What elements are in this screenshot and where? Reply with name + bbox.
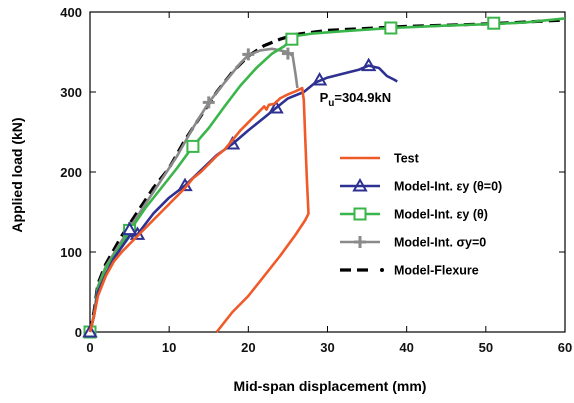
x-axis-label: Mid-span displacement (mm) bbox=[234, 378, 427, 394]
series-test bbox=[88, 86, 310, 333]
x-tick-label: 50 bbox=[479, 340, 493, 355]
legend: Test Model-Int. εy (θ=0) Model-Int. εy (θ)… bbox=[340, 152, 502, 278]
legend-item: Model-Int. εy (θ) bbox=[340, 207, 488, 222]
y-axis-label: Applied load (kN) bbox=[9, 117, 25, 232]
data-point-marker bbox=[285, 32, 299, 46]
series-model-int-3 bbox=[84, 47, 299, 338]
legend-label: Test bbox=[394, 152, 420, 166]
legend-item: Test bbox=[340, 152, 420, 166]
legend-item: Model-Int. εy (θ=0) bbox=[340, 177, 502, 194]
y-tick-label: 400 bbox=[60, 5, 82, 20]
data-point-marker bbox=[82, 323, 98, 338]
series-line bbox=[88, 18, 566, 333]
legend-item: Model-Flexure bbox=[340, 264, 479, 278]
series-model-flexure bbox=[88, 18, 566, 333]
legend-marker bbox=[352, 177, 368, 192]
y-tick-label: 200 bbox=[60, 165, 82, 180]
data-point-marker bbox=[186, 139, 200, 153]
data-point-marker bbox=[281, 47, 294, 60]
legend-label: Model-Int. εy (θ) bbox=[394, 208, 488, 222]
x-tick-label: 40 bbox=[399, 340, 413, 355]
data-point-marker bbox=[202, 96, 215, 109]
series-line bbox=[88, 17, 566, 333]
legend-label: Model-Int. σy=0 bbox=[394, 236, 486, 250]
plot-frame bbox=[89, 11, 566, 333]
legend-marker bbox=[353, 207, 367, 221]
legend-item: Model-Int. σy=0 bbox=[340, 236, 486, 250]
series-model-int-2 bbox=[83, 16, 566, 339]
data-point-marker bbox=[311, 71, 328, 86]
legend-marker bbox=[354, 236, 366, 248]
y-tick-label: 0 bbox=[75, 325, 82, 340]
x-tick-label: 0 bbox=[86, 340, 93, 355]
y-tick-label: 300 bbox=[60, 85, 82, 100]
legend-label: Model-Flexure bbox=[394, 264, 479, 278]
plot-area bbox=[89, 11, 566, 333]
data-point-marker bbox=[487, 16, 501, 30]
data-point-marker bbox=[384, 21, 398, 35]
y-tick-label: 100 bbox=[60, 245, 82, 260]
x-tick-label: 60 bbox=[558, 340, 572, 355]
series-line bbox=[88, 64, 398, 333]
data-point-marker bbox=[268, 99, 284, 114]
series-line bbox=[88, 47, 299, 333]
data-point-marker bbox=[360, 57, 377, 72]
annotation-label: Pu=304.9kN bbox=[320, 90, 392, 109]
data-point-marker bbox=[121, 221, 138, 236]
legend-label: Model-Int. εy (θ=0) bbox=[394, 180, 502, 194]
data-point-marker bbox=[242, 48, 255, 61]
x-tick-label: 10 bbox=[162, 340, 176, 355]
legend-dot bbox=[380, 268, 384, 272]
x-tick-label: 20 bbox=[241, 340, 255, 355]
series-layer bbox=[82, 16, 566, 339]
series-line bbox=[88, 86, 310, 333]
axis-ticks: 0 10 20 30 40 50 60 0 100 200 300 400 bbox=[60, 5, 572, 355]
x-tick-label: 30 bbox=[320, 340, 334, 355]
